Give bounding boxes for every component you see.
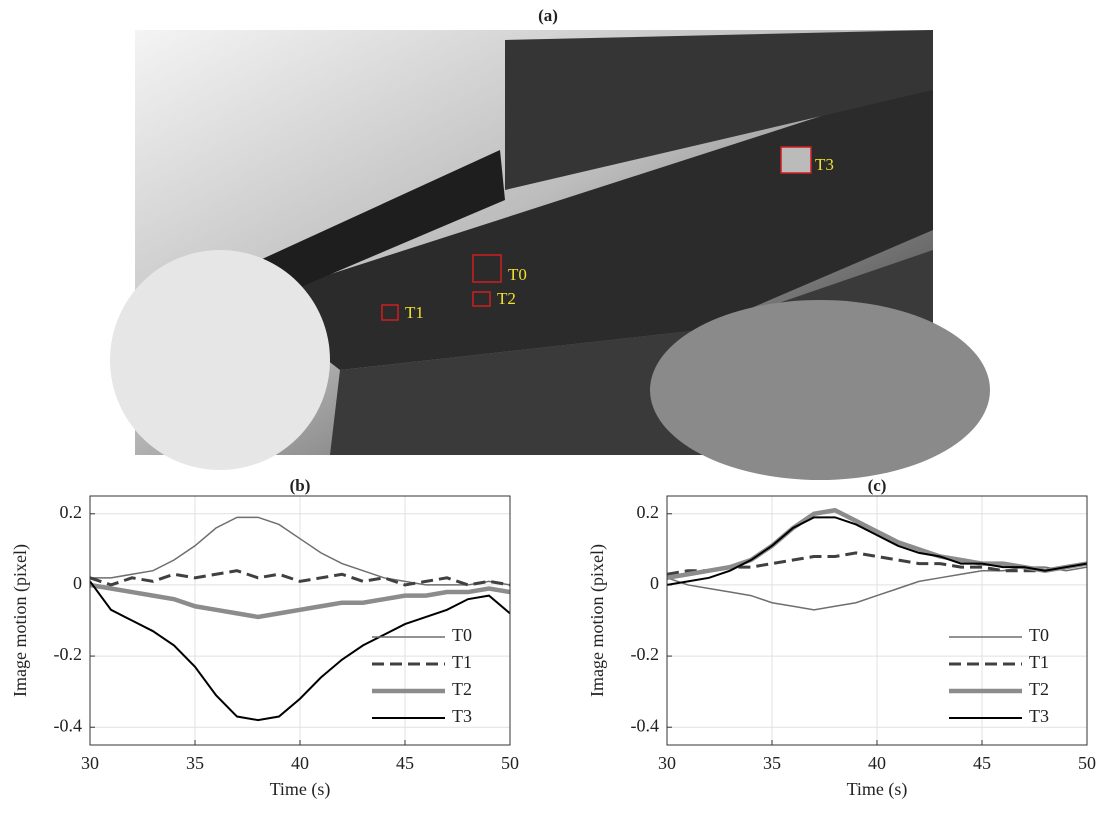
target-label: T0 — [508, 265, 527, 284]
legend-label: T1 — [1029, 652, 1049, 672]
y-tick-label: 0 — [650, 573, 659, 593]
legend-label: T3 — [452, 706, 472, 726]
x-tick-label: 50 — [501, 753, 519, 773]
foliage-left — [110, 250, 330, 470]
figure: (a) T0 T1 T2 T3 (b) -0.4 -0.2 0 0.2 30 35 40 45 5… — [0, 0, 1107, 817]
y-tick-label: 0.2 — [637, 502, 660, 522]
x-tick-label: 45 — [396, 753, 414, 773]
x-tick-label: 40 — [291, 753, 309, 773]
photo: T0 T1 T2 T3 — [110, 30, 990, 480]
y-axis-label: Image motion (pixel) — [587, 544, 608, 697]
x-tick-label: 35 — [763, 753, 781, 773]
target-label: T2 — [497, 289, 516, 308]
y-tick-label: -0.2 — [631, 644, 660, 664]
legend-label: T3 — [1029, 706, 1049, 726]
x-tick-label: 45 — [973, 753, 991, 773]
chart-title: (c) — [868, 476, 887, 495]
legend-label: T0 — [452, 625, 472, 645]
x-tick-label: 50 — [1078, 753, 1096, 773]
y-tick-label: -0.2 — [54, 644, 83, 664]
target-box — [781, 147, 811, 173]
target-label: T3 — [815, 155, 834, 174]
x-axis-label: Time (s) — [270, 779, 331, 800]
legend-label: T0 — [1029, 625, 1049, 645]
y-tick-label: 0 — [73, 573, 82, 593]
x-axis-label: Time (s) — [847, 779, 908, 800]
chart-title: (b) — [290, 476, 311, 495]
x-tick-label: 35 — [186, 753, 204, 773]
target-label: T1 — [405, 303, 424, 322]
photo-title: (a) — [538, 6, 558, 25]
y-tick-label: 0.2 — [60, 502, 83, 522]
y-tick-label: -0.4 — [631, 715, 660, 735]
x-tick-label: 30 — [658, 753, 676, 773]
x-tick-label: 30 — [81, 753, 99, 773]
y-tick-label: -0.4 — [54, 715, 83, 735]
x-tick-label: 40 — [868, 753, 886, 773]
page: (a) T0 T1 T2 T3 (b) -0.4 -0.2 0 0.2 30 35 40 45 5… — [0, 0, 1107, 817]
legend-label: T2 — [452, 679, 472, 699]
legend-label: T2 — [1029, 679, 1049, 699]
foliage-right — [650, 300, 990, 480]
y-axis-label: Image motion (pixel) — [10, 544, 31, 697]
legend-label: T1 — [452, 652, 472, 672]
